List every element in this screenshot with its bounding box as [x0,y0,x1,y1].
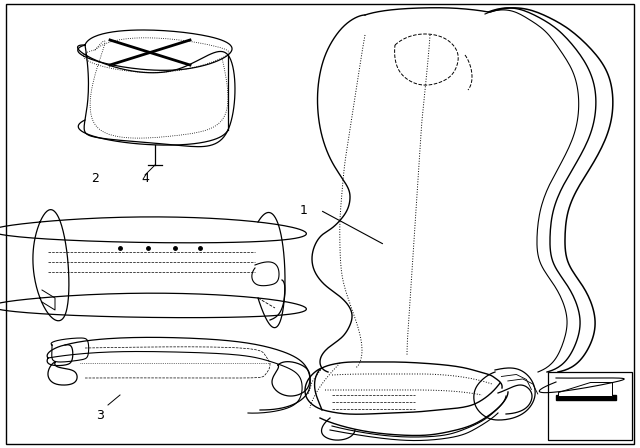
Text: 4: 4 [141,172,149,185]
Polygon shape [556,395,616,400]
Text: 1: 1 [300,203,308,216]
Text: 3: 3 [96,409,104,422]
Text: 2: 2 [91,172,99,185]
FancyBboxPatch shape [548,372,632,440]
Polygon shape [558,382,612,396]
